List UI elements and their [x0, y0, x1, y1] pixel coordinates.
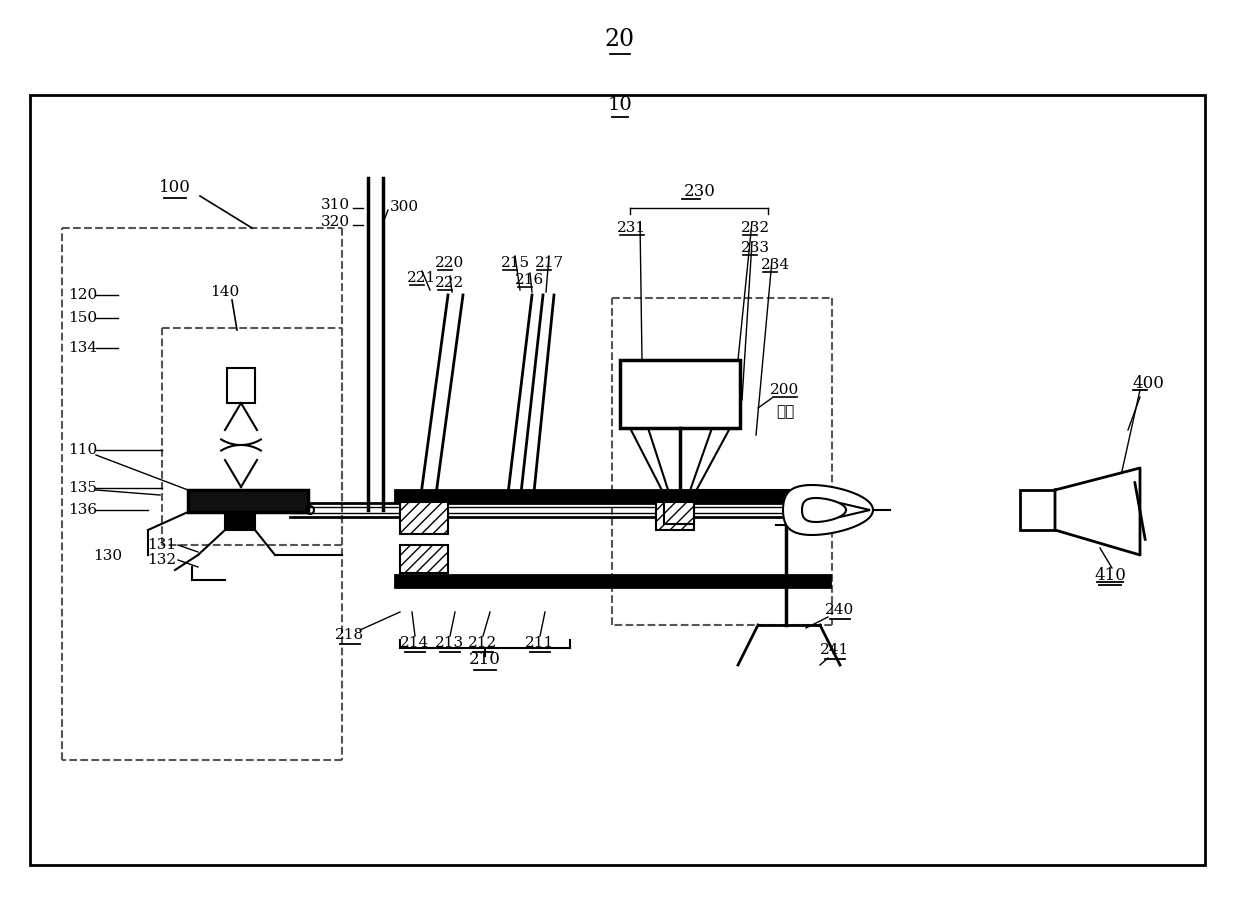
Text: 131: 131: [148, 538, 176, 552]
Text: 100: 100: [159, 180, 191, 197]
Text: 213: 213: [435, 636, 465, 650]
Text: 310: 310: [321, 198, 350, 212]
Bar: [396, 575, 830, 587]
Bar: [224, 512, 255, 530]
Text: 20: 20: [605, 28, 635, 52]
Bar: [396, 490, 830, 502]
Bar: [401, 502, 448, 534]
Text: 241: 241: [821, 643, 849, 657]
Text: 410: 410: [1094, 567, 1126, 583]
Text: 220: 220: [435, 256, 465, 270]
Text: 300: 300: [391, 200, 419, 214]
Polygon shape: [802, 498, 846, 522]
Text: 233: 233: [740, 241, 770, 255]
Text: 218: 218: [336, 628, 365, 642]
Text: 130: 130: [93, 549, 123, 563]
Text: 136: 136: [68, 503, 98, 517]
Bar: [620, 360, 740, 428]
Text: 10: 10: [608, 96, 632, 114]
Polygon shape: [839, 503, 870, 517]
Text: 211: 211: [526, 636, 554, 650]
Text: 215: 215: [501, 256, 529, 270]
Text: 120: 120: [68, 288, 98, 302]
Bar: [1021, 490, 1055, 530]
Bar: [227, 368, 255, 403]
Text: 132: 132: [148, 553, 176, 567]
Polygon shape: [1055, 468, 1140, 555]
Text: 134: 134: [68, 341, 98, 355]
Text: 110: 110: [68, 443, 98, 457]
Text: 240: 240: [826, 603, 854, 617]
Text: 232: 232: [740, 221, 770, 235]
Text: 234: 234: [760, 258, 790, 272]
Text: 140: 140: [211, 285, 239, 299]
Text: 216: 216: [516, 273, 544, 287]
Bar: [663, 502, 694, 524]
Text: 焰炬: 焰炬: [776, 405, 794, 419]
Text: 212: 212: [469, 636, 497, 650]
Text: 400: 400: [1132, 375, 1164, 392]
Text: 210: 210: [469, 651, 501, 668]
Text: 222: 222: [435, 276, 465, 290]
Bar: [401, 545, 448, 573]
Text: 150: 150: [68, 311, 98, 325]
Text: 221: 221: [408, 271, 436, 285]
Bar: [188, 490, 308, 512]
Text: 214: 214: [401, 636, 429, 650]
Bar: [656, 502, 694, 530]
Text: 200: 200: [770, 383, 800, 397]
Polygon shape: [782, 485, 873, 535]
Text: 320: 320: [321, 215, 350, 229]
Text: 231: 231: [618, 221, 646, 235]
Text: 135: 135: [68, 481, 98, 495]
Text: 230: 230: [684, 183, 715, 200]
Bar: [30, 95, 1205, 865]
Text: 217: 217: [534, 256, 563, 270]
